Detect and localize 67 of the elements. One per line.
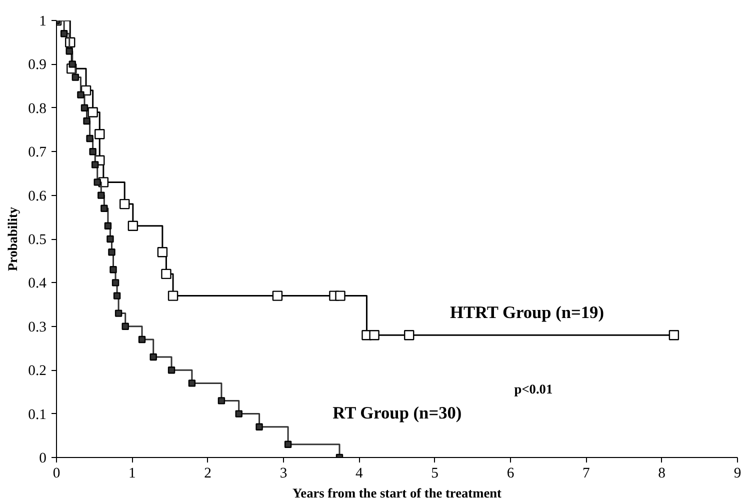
y-tick-label: 0.8 [28,100,47,117]
point [188,380,196,387]
y-tick-label: 0.4 [28,276,48,292]
point [94,178,101,186]
point [80,104,88,112]
x-tick-label: 3 [280,466,288,482]
point [100,204,108,212]
point [235,410,242,418]
point [168,290,178,301]
y-tick-label: 0.2 [28,363,47,380]
point [335,290,346,301]
x-tick-label: 2 [204,466,212,482]
point [150,353,157,361]
point [668,330,680,340]
point [284,440,292,448]
y-tick-label: 0.7 [28,144,47,161]
point [66,47,73,55]
point [89,148,96,156]
point [68,60,76,68]
point [112,279,120,286]
point [77,91,84,98]
y-axis-title: Probability [5,206,20,272]
point [91,161,99,168]
point [86,134,94,142]
x-tick-label: 4 [356,466,364,482]
y-tick-label: 0.5 [28,232,47,248]
y-tick-label: 0.3 [28,319,47,336]
point [218,397,226,404]
point [113,292,121,300]
x-tick-label: 0 [52,466,60,482]
point [106,235,114,243]
x-tick-label: 9 [734,466,742,482]
x-tick-label: 8 [658,466,666,482]
x-axis-title: Years from the start of the treatment [292,486,502,500]
point [161,268,172,280]
series-label: RT Group (n=30) [332,404,462,423]
point [369,330,380,340]
point [98,192,105,199]
x-tick-label: 1 [128,466,136,482]
point [168,366,176,374]
point [94,129,105,140]
y-tick-label: 0 [39,450,46,466]
point [120,198,130,210]
point [122,322,129,330]
y-tick-label: 0.6 [28,188,47,204]
point [404,330,414,340]
point [272,290,283,301]
point [114,310,122,317]
point [157,247,168,258]
point [108,248,116,256]
point [83,117,90,125]
y-tick-label: 1 [39,14,46,30]
annotation: p<0.01 [514,381,553,396]
point [128,220,138,231]
series-label: HTRT Group (n=19) [450,303,604,322]
point [110,266,117,274]
x-tick-label: 5 [431,466,438,482]
point [60,30,68,38]
point [256,423,263,431]
point [88,107,98,118]
point [104,222,112,230]
point [138,336,146,344]
x-tick-label: 6 [506,466,514,482]
y-tick-label: 0.1 [28,406,47,423]
y-tick-label: 0.9 [28,57,47,74]
point [72,74,80,81]
x-tick-label: 7 [582,466,590,482]
